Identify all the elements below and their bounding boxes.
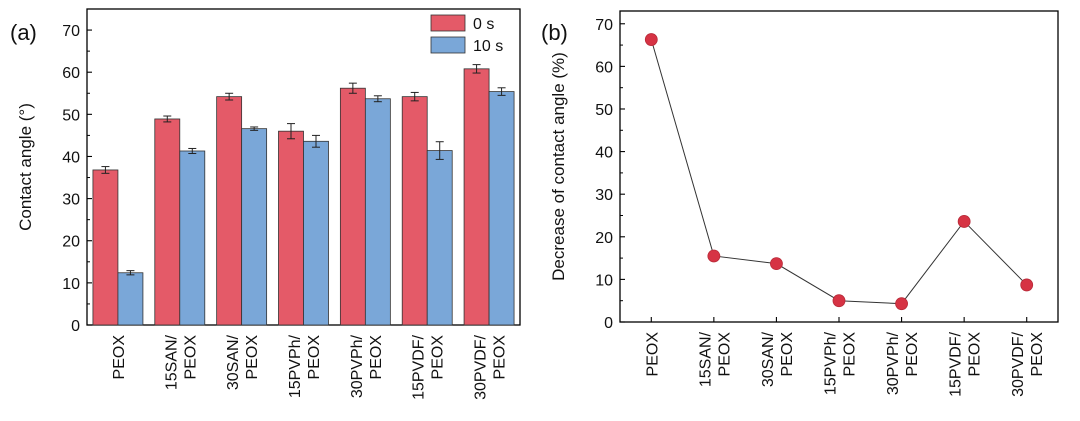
line-chart-panel: 0 10 20 30 40 50 60 70 Decrease of contact angle… <box>549 10 1059 397</box>
bar-10s <box>426 150 453 326</box>
x-tick-label: 15SAN/ <box>163 334 180 390</box>
data-point <box>957 215 971 228</box>
x-tick-label: PEOX <box>244 335 261 380</box>
data-point <box>770 257 783 271</box>
bar-0s <box>154 118 181 326</box>
x-tick-label: 30SAN/ <box>760 331 777 387</box>
x-tick-label: 30SAN/ <box>225 334 242 390</box>
series-line <box>650 39 1028 305</box>
x-tick-label: 30PVPh/ <box>885 331 902 395</box>
y-tick-label: 50 <box>62 107 80 124</box>
data-point <box>1020 278 1034 292</box>
data-point <box>707 249 721 263</box>
bar-0s <box>92 169 119 326</box>
bar-0s <box>216 96 243 326</box>
y-tick-label: 10 <box>62 276 80 293</box>
y-tick-label: 70 <box>62 23 80 40</box>
y-tick-label: 40 <box>595 145 613 162</box>
y-tick-label: 40 <box>62 149 80 166</box>
x-tick-label: PEOX <box>492 335 509 380</box>
y-tick-label: 10 <box>595 272 613 289</box>
y-tick-label: 20 <box>62 234 80 251</box>
bar-10s <box>364 98 391 326</box>
bar-10s <box>117 272 144 326</box>
y-tick-label: 50 <box>595 102 613 119</box>
y-tick-label: 60 <box>595 59 613 76</box>
y-tick-label: 20 <box>595 230 613 247</box>
data-point <box>832 294 846 308</box>
legend-swatch-10s <box>430 36 466 54</box>
x-tick-label: 15PVDF/ <box>411 334 428 399</box>
x-tick-label: PEOX <box>779 332 796 377</box>
bar-10s <box>241 128 268 326</box>
y-tick-label: 0 <box>71 318 80 335</box>
panel-label-b: (b) <box>541 20 568 45</box>
x-tick-label: PEOX <box>368 335 385 380</box>
x-tick-label: 30PVDF/ <box>473 334 490 399</box>
x-tick-label: 15SAN/ <box>697 331 714 387</box>
x-tick-label: 30PVPh/ <box>349 334 366 398</box>
x-tick-label: PEOX <box>967 332 984 377</box>
x-tick-label: PEOX <box>842 332 859 377</box>
x-tick-label: PEOX <box>306 335 323 380</box>
bar-0s <box>463 68 490 326</box>
x-tick-label: PEOX <box>430 335 447 380</box>
bar-0s <box>401 96 428 326</box>
x-tick-label: 15PVPh/ <box>287 334 304 398</box>
bar-10s <box>303 140 329 326</box>
y-axis-label: Contact angle (°) <box>16 103 35 231</box>
data-point <box>895 297 908 311</box>
x-tick-label: PEOX <box>904 332 921 377</box>
y-tick-label: 30 <box>595 187 613 204</box>
y-tick-label: 30 <box>62 192 80 209</box>
y-tick-label: 70 <box>595 17 613 34</box>
legend-swatch-0s <box>430 14 466 32</box>
y-tick-label: 0 <box>604 315 613 332</box>
panel-label-a: (a) <box>10 20 37 45</box>
y-tick-label: 60 <box>62 65 80 82</box>
x-tick-label: 15PVPh/ <box>823 331 840 395</box>
y-axis-label: Decrease of contact angle (%) <box>549 52 568 281</box>
x-tick-label: 30PVDF/ <box>1010 331 1027 396</box>
legend-label: 0 s <box>473 16 494 33</box>
x-tick-label: PEOX <box>182 335 199 380</box>
x-tick-label: PEOX <box>111 335 128 380</box>
legend-label: 10 s <box>473 38 503 55</box>
x-tick-label: PEOX <box>644 332 661 377</box>
x-tick-label: PEOX <box>716 332 733 377</box>
data-point <box>644 33 658 46</box>
bar-10s <box>488 91 515 326</box>
bar-10s <box>179 150 206 326</box>
plot-frame <box>619 10 1059 323</box>
bar-0s <box>339 87 366 326</box>
x-tick-label: PEOX <box>1029 332 1046 377</box>
bar-0s <box>278 130 304 326</box>
x-tick-label: 15PVDF/ <box>948 331 965 396</box>
